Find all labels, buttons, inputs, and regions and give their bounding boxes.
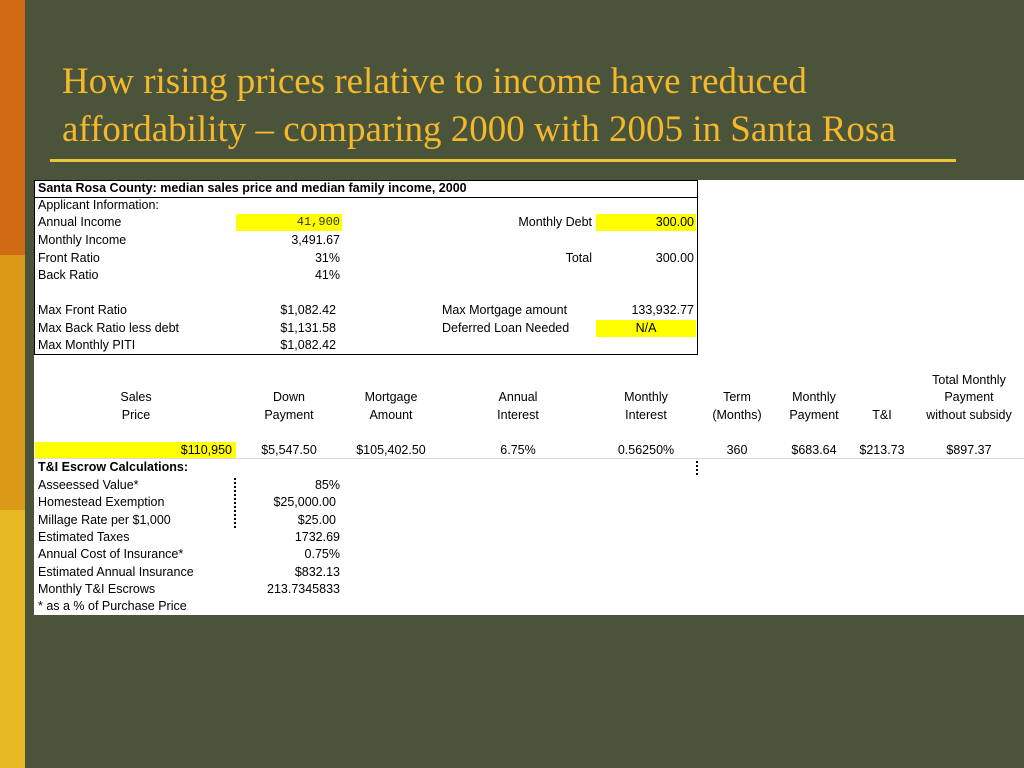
title-line-2: affordability – comparing 2000 with 2005…	[62, 109, 896, 150]
col-mortgage-line1: Mortgage	[364, 390, 418, 404]
monthly-escrow-label: Monthly T&I Escrows	[38, 582, 156, 596]
heading-divider	[34, 197, 698, 198]
term-value: 360	[726, 443, 748, 457]
deferred-loan-highlight	[596, 320, 696, 337]
monthly-interest-value: 0.56250%	[617, 443, 675, 457]
dotted-marker-left	[234, 478, 236, 528]
max-mortgage-label: Max Mortgage amount	[442, 303, 568, 317]
ti-value: $213.73	[859, 443, 905, 457]
applicant-box	[34, 180, 698, 355]
total-monthly-value: $897.37	[946, 443, 992, 457]
accent-bar-middle	[0, 255, 25, 510]
insurance-cost-value: 0.75%	[304, 547, 340, 561]
homestead-value: $25,000.00	[273, 495, 336, 509]
front-ratio-label: Front Ratio	[38, 251, 100, 265]
dotted-marker-right	[696, 461, 698, 475]
title-underline	[50, 159, 956, 162]
deferred-loan-value: N/A	[635, 321, 657, 335]
annual-insurance-label: Estimated Annual Insurance	[38, 565, 194, 579]
homestead-label: Homestead Exemption	[38, 495, 165, 509]
monthly-income-value: 3,491.67	[291, 233, 340, 247]
insurance-cost-label: Annual Cost of Insurance*	[38, 547, 184, 561]
col-payment-line2: Payment	[789, 408, 839, 422]
escrow-heading: T&I Escrow Calculations:	[38, 460, 189, 474]
col-annual-line2: Interest	[497, 408, 539, 422]
annual-interest-value: 6.75%	[500, 443, 536, 457]
col-mortgage-line2: Amount	[369, 408, 413, 422]
monthly-debt-highlight	[596, 214, 696, 231]
annual-insurance-value: $832.13	[294, 565, 340, 579]
row-divider	[34, 458, 1024, 459]
col-monthly-interest-line1: Monthly	[624, 390, 668, 404]
back-ratio-value: 41%	[314, 268, 340, 282]
slide-title: How rising prices relative to income hav…	[62, 58, 1002, 154]
sales-price-value: $110,950	[180, 443, 232, 457]
mortgage-amount-value: $105,402.50	[356, 443, 426, 457]
col-total-line3: without subsidy	[926, 408, 1012, 422]
sales-price-highlight	[35, 442, 236, 458]
total-value: 300.00	[655, 251, 694, 265]
col-down-line2: Payment	[264, 408, 314, 422]
monthly-payment-value: $683.64	[791, 443, 837, 457]
col-term-line1: Term	[723, 390, 751, 404]
max-back-ratio-label: Max Back Ratio less debt	[38, 321, 180, 335]
front-ratio-value: 31%	[314, 251, 340, 265]
footnote: * as a % of Purchase Price	[38, 599, 187, 613]
col-monthly-interest-line2: Interest	[625, 408, 667, 422]
col-sales-line2: Price	[121, 408, 151, 422]
col-annual-line1: Annual	[498, 390, 538, 404]
annual-income-label: Annual Income	[38, 215, 122, 229]
max-monthly-piti-label: Max Monthly PITI	[38, 338, 136, 352]
millage-value: $25.00	[297, 513, 336, 527]
annual-income-highlight	[236, 214, 342, 231]
monthly-debt-label: Monthly Debt	[518, 215, 592, 229]
monthly-income-label: Monthly Income	[38, 233, 127, 247]
col-term-line2: (Months)	[712, 408, 762, 422]
deferred-loan-label: Deferred Loan Needed	[442, 321, 570, 335]
assessed-value-label: Asseessed Value*	[38, 478, 139, 492]
accent-bar-top	[0, 0, 25, 255]
max-front-ratio-value: $1,082.42	[280, 303, 336, 317]
estimated-taxes-label: Estimated Taxes	[38, 530, 130, 544]
annual-income-value: 41,900	[296, 215, 340, 229]
spreadsheet: Santa Rosa County: median sales price an…	[34, 180, 1024, 615]
accent-bar-bottom	[0, 510, 25, 768]
col-payment-line1: Monthly	[792, 390, 836, 404]
estimated-taxes-value: 1732.69	[294, 530, 340, 544]
col-ti: T&I	[872, 408, 892, 422]
max-monthly-piti-value: $1,082.42	[280, 338, 336, 352]
total-label: Total	[565, 251, 592, 265]
sheet-heading: Santa Rosa County: median sales price an…	[38, 181, 467, 195]
monthly-escrow-value: 213.7345833	[267, 582, 340, 596]
col-sales-line1: Sales	[120, 390, 152, 404]
max-front-ratio-label: Max Front Ratio	[38, 303, 127, 317]
title-line-1: How rising prices relative to income hav…	[62, 61, 807, 102]
millage-label: Millage Rate per $1,000	[38, 513, 171, 527]
col-down-line1: Down	[273, 390, 305, 404]
col-total-line1: Total Monthly	[932, 373, 1006, 387]
down-payment-value: $5,547.50	[261, 443, 317, 457]
max-mortgage-value: 133,932.77	[631, 303, 694, 317]
max-back-ratio-value: $1,131.58	[280, 321, 336, 335]
col-total-line2: Payment	[944, 390, 994, 404]
back-ratio-label: Back Ratio	[38, 268, 99, 282]
applicant-info-label: Applicant Information:	[38, 198, 159, 212]
assessed-value-value: 85%	[314, 478, 340, 492]
monthly-debt-value: 300.00	[655, 215, 694, 229]
